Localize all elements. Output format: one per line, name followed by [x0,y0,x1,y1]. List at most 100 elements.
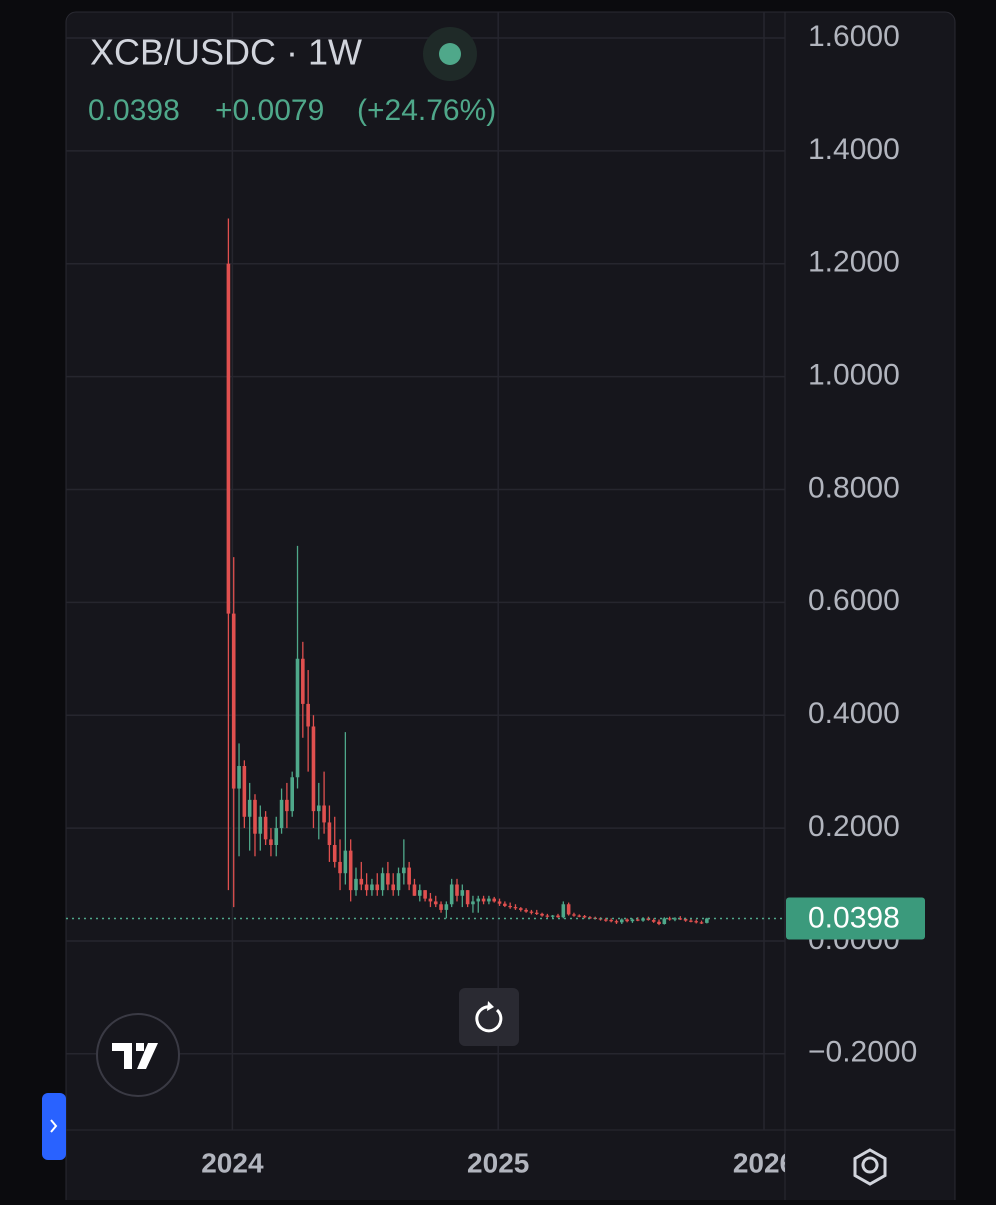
candle-body [290,777,294,812]
candle-body [423,890,427,899]
candle-body [694,921,699,923]
candle-body [476,898,481,902]
candle-body [641,918,645,921]
change-percent: (+24.76%) [357,94,496,127]
candle-body [460,890,465,896]
reset-button[interactable] [459,988,519,1046]
candle-body [614,921,619,923]
candle-body [396,873,401,891]
candle-body [572,914,576,916]
candle-body [279,799,284,829]
price-axis: 1.6000 1.4000 1.2000 1.0000 0.8000 0.6000 0.40… [786,20,925,1069]
candle-body [492,898,497,902]
candle-body [667,918,672,920]
candle-body [582,916,587,918]
candle-body [673,918,677,920]
x-tick-label: 2024 [201,1147,264,1178]
candle-body [242,765,247,817]
symbol-title: XCB/USDC · 1W [90,32,362,73]
candle-body [604,919,608,921]
candle-body [678,918,683,920]
candle-body [471,901,475,905]
candle-body [370,884,374,891]
y-tick-label: 0.2000 [808,810,900,843]
candle-body [577,915,582,917]
candle-body [407,867,411,885]
candle-body [662,918,667,925]
candle-body [683,918,688,921]
grid [66,12,785,1130]
candle-body [524,909,528,912]
last-value: 0.0398 [88,94,180,127]
x-tick-label: 2025 [467,1147,529,1178]
candle-body [231,613,236,789]
candle-body [625,919,629,922]
candle-body [258,816,263,834]
last-price-label: 0.0398 [808,901,900,934]
candle-body [503,903,507,906]
y-tick-label: 0.4000 [808,697,900,730]
toggle-tab[interactable] [42,1093,66,1160]
candle-body [348,850,353,891]
candle-body [518,908,523,910]
candle-body [226,263,231,614]
candle-body [417,890,422,896]
reset-arrow[interactable] [487,1001,494,1011]
candle-body [274,828,279,845]
candle-body [699,922,704,924]
candle-body [386,873,390,885]
candle-body [359,878,364,885]
time-axis: 2024 2025 2026 [201,1147,785,1178]
candle-body [465,890,470,905]
change-value: +0.0079 [215,94,324,127]
candle-body [428,898,433,902]
y-tick-label: 1.2000 [808,246,900,279]
candle-body [253,799,257,834]
candle-body [561,904,566,918]
logo-circle[interactable] [96,1013,180,1097]
candle-body [375,884,380,891]
candle-body [338,861,342,874]
candle-body [540,913,544,916]
candle-body [364,884,369,891]
candle-body [481,898,486,902]
candle-body [247,799,252,817]
reset-bg[interactable] [459,988,519,1046]
logo[interactable] [96,1013,180,1097]
candle-body [455,884,459,896]
candle-body [609,920,613,922]
candle-body [285,799,289,812]
sidebar-toggle[interactable] [42,1093,66,1160]
candle-body [619,919,624,923]
candle-body [566,904,571,915]
settings-icon[interactable] [853,1148,887,1186]
logo-mark[interactable] [112,1043,158,1069]
candle-body [354,878,358,891]
candle-body [237,765,241,789]
candle-body [263,816,268,840]
candle-body [439,904,443,910]
candle-body [651,920,656,922]
candle-body [705,918,709,923]
candle-body [556,915,560,918]
candle-body [322,805,326,823]
y-tick-label: 1.6000 [808,20,900,53]
candle-body [444,904,449,910]
candle-body [635,919,640,921]
candle-body [402,867,406,874]
status-dot [439,43,461,65]
candle-body [689,920,693,922]
candle-body [343,850,348,874]
candle-body [449,884,454,905]
candle-body [534,912,539,914]
candle-body [550,915,555,917]
y-tick-label: 1.0000 [808,358,900,391]
candle-body [545,915,550,917]
candle-body [301,658,305,704]
candle-body [327,822,332,845]
y-tick-label: 0.6000 [808,584,900,617]
toggle-chevron[interactable] [50,1119,58,1133]
candle-body [269,839,273,845]
reset-icon[interactable] [475,1005,503,1033]
